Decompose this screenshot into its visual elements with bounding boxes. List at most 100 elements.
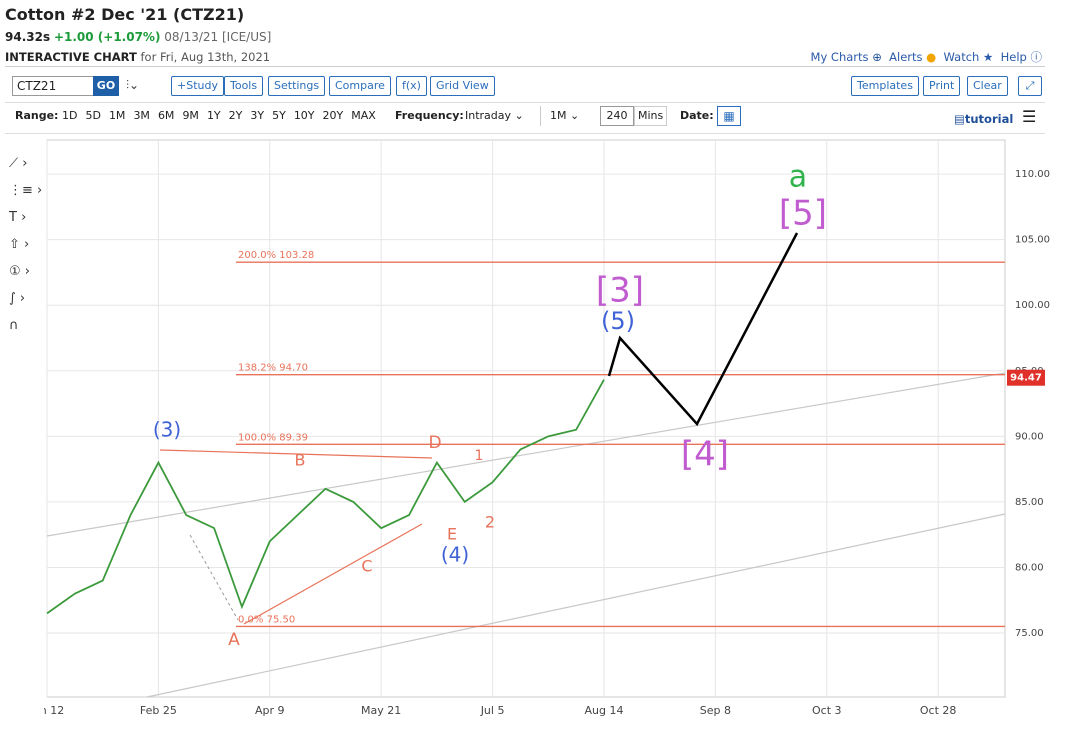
grid-view-button[interactable]: Grid View xyxy=(430,76,495,96)
period-select[interactable]: 1M ⌄ xyxy=(550,109,580,122)
wave-label: (5) xyxy=(601,307,635,335)
wave-label: a xyxy=(789,160,807,195)
trend-line xyxy=(243,523,423,625)
symbol-input[interactable]: CTZ21 xyxy=(12,76,96,96)
range-option[interactable]: 3Y xyxy=(250,109,265,122)
mins-label: Mins xyxy=(634,106,668,126)
icon: ★ xyxy=(983,50,994,64)
date-label: Date: xyxy=(680,109,714,122)
divider xyxy=(5,102,1045,103)
range-option[interactable]: 1Y xyxy=(206,109,221,122)
divider xyxy=(540,106,541,126)
drawing-tools: ⟋ › ⋮≡ › T › ⇧ › ① › ∫ › ∩ xyxy=(9,150,42,339)
study-button[interactable]: +Study xyxy=(171,76,224,96)
tools-button[interactable]: Tools xyxy=(224,76,264,96)
wave-label: [4] xyxy=(681,435,729,475)
tool[interactable]: ∩ xyxy=(9,318,19,333)
link[interactable]: Watch xyxy=(943,50,980,64)
tool[interactable]: ⇧ › xyxy=(9,237,30,252)
settings-button[interactable]: Settings xyxy=(268,76,326,96)
trend-line xyxy=(189,534,239,621)
wave-label: B xyxy=(295,451,306,470)
trend-line xyxy=(159,449,433,459)
divider xyxy=(5,66,1045,67)
chart-date: for Fri, Aug 13th, 2021 xyxy=(140,50,271,64)
tutorial: tutorial xyxy=(964,112,1014,126)
tutorial-link[interactable]: ▤tutorial xyxy=(954,112,1014,126)
wave-label: (4) xyxy=(441,543,469,567)
menu-button[interactable]: ☰ xyxy=(1022,107,1037,126)
templates-button[interactable]: Templates xyxy=(851,76,919,96)
wave-label: D xyxy=(428,433,441,453)
trend-line xyxy=(146,513,1006,698)
wave-label: 1 xyxy=(475,448,484,464)
expand-button[interactable]: ⤢ xyxy=(1018,76,1042,96)
last-price-tag xyxy=(1007,369,1045,386)
wave-label: (3) xyxy=(153,418,181,442)
x-tick-label: Feb 25 xyxy=(140,704,177,717)
fib-label: 138.2% 94.70 xyxy=(238,363,308,374)
range-option[interactable]: 5D xyxy=(85,109,101,122)
wave-label: E xyxy=(447,525,457,544)
quote: 94.32s +1.00 (+1.07%) 08/13/21 [ICE/US] xyxy=(5,30,271,44)
range-option[interactable]: 3M xyxy=(133,109,150,122)
link[interactable]: Alerts xyxy=(889,50,923,64)
divider xyxy=(5,133,1045,134)
change: +1.00 (+1.07%) xyxy=(53,30,161,44)
range-option[interactable]: 10Y xyxy=(293,109,315,122)
price-line xyxy=(46,379,605,615)
mins-input[interactable]: 240 xyxy=(600,106,634,126)
range-option[interactable]: 20Y xyxy=(322,109,344,122)
calendar-button[interactable]: ▦ xyxy=(717,106,741,126)
range-option[interactable]: MAX xyxy=(351,109,376,122)
tool[interactable]: ① › xyxy=(9,264,30,279)
tool[interactable]: ∫ › xyxy=(9,291,26,306)
y-tick-label: 110.00 xyxy=(1015,169,1050,180)
x-tick-label: Oct 3 xyxy=(812,704,842,717)
clear-button[interactable]: Clear xyxy=(967,76,1008,96)
print-button[interactable]: Print xyxy=(923,76,961,96)
range-label: Range: xyxy=(15,109,59,122)
last-price-label: 94.47 xyxy=(1010,373,1042,384)
chart: 75.0080.0085.0090.0095.00100.00105.00110… xyxy=(29,139,1050,717)
y-tick-label: 90.00 xyxy=(1015,431,1044,442)
y-tick-label: 75.00 xyxy=(1015,628,1044,639)
tool[interactable]: ⋮≡ › xyxy=(9,183,43,198)
price: 94.32s xyxy=(5,30,51,44)
chart-type-icon[interactable]: ⫶⌄ xyxy=(126,78,140,92)
frequency-select[interactable]: Intraday ⌄ xyxy=(465,109,524,122)
tool[interactable]: ⟋ › xyxy=(9,156,28,171)
trend-line xyxy=(46,372,1006,537)
top-links: My Charts ⊕ Alerts ● Watch ★ Help ⓘ xyxy=(811,49,1042,65)
x-tick-label: Sep 8 xyxy=(700,704,731,717)
range-option[interactable]: 9M xyxy=(182,109,199,122)
fx-button[interactable]: f(x) xyxy=(396,76,427,96)
go-button[interactable]: GO xyxy=(93,76,119,96)
x-tick-label: Jan 12 xyxy=(29,704,64,717)
wave-label: A xyxy=(228,630,240,650)
y-tick-label: 85.00 xyxy=(1015,497,1044,508)
x-tick-label: May 21 xyxy=(361,704,401,717)
range-option[interactable]: 2Y xyxy=(228,109,243,122)
wave-label: [3] xyxy=(596,271,644,311)
wave-label: 2 xyxy=(485,513,495,532)
subtitle: INTERACTIVE CHART for Fri, Aug 13th, 202… xyxy=(5,50,270,64)
icon: ⓘ xyxy=(1030,50,1043,64)
range-option[interactable]: 6M xyxy=(157,109,175,122)
wave-projection xyxy=(607,232,799,427)
chart-label: INTERACTIVE CHART xyxy=(5,50,137,64)
compare-button[interactable]: Compare xyxy=(329,76,391,96)
x-tick-label: Aug 14 xyxy=(584,704,623,717)
fib-label: 200.0% 103.28 xyxy=(238,250,314,261)
y-tick-label: 105.00 xyxy=(1015,235,1050,246)
range-option[interactable]: 5Y xyxy=(272,109,286,122)
icon: ⊕ xyxy=(872,50,882,64)
range-option[interactable]: 1M xyxy=(108,109,126,122)
link[interactable]: Help xyxy=(1000,50,1027,64)
title: Cotton #2 Dec '21 (CTZ21) xyxy=(5,5,245,24)
icon: ● xyxy=(926,50,937,64)
link[interactable]: My Charts xyxy=(810,50,869,64)
tool[interactable]: T › xyxy=(9,210,27,225)
range-option[interactable]: 1D xyxy=(62,109,78,122)
fib-label: 0.0% 75.50 xyxy=(238,614,295,625)
